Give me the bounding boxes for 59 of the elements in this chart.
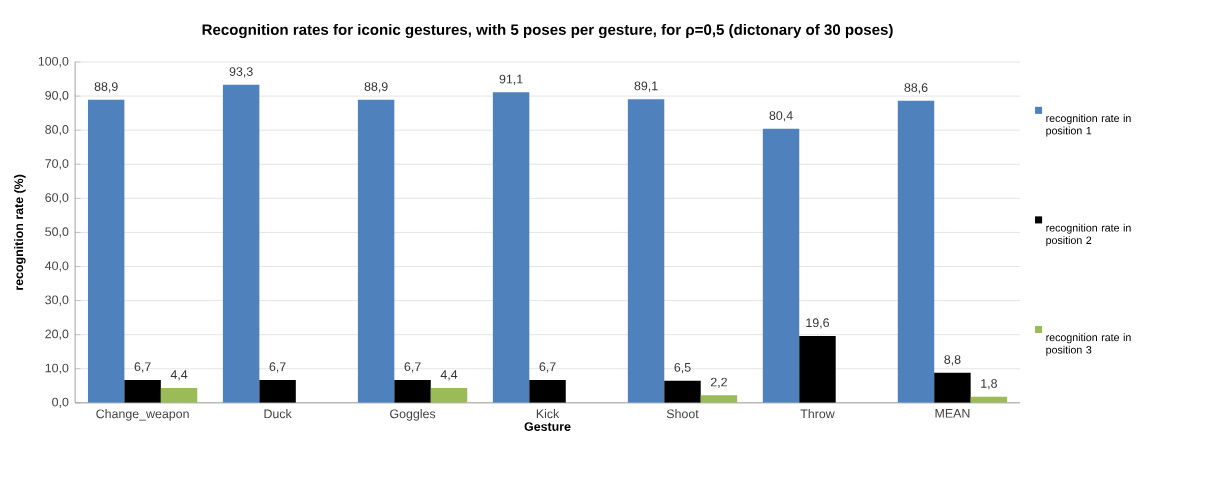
bar	[762, 128, 800, 403]
bar	[492, 92, 530, 403]
data-label: 6,5	[674, 363, 691, 374]
data-label: 6,7	[539, 362, 556, 373]
y-tick-label: 40,0	[45, 261, 69, 272]
bar	[799, 336, 836, 403]
x-tick-label: Shoot	[666, 409, 699, 419]
bar	[934, 372, 971, 403]
data-label: 80,4	[769, 111, 793, 122]
data-label: 93,3	[229, 67, 253, 78]
y-tick-label: 20,0	[45, 329, 69, 340]
data-label: 19,6	[806, 318, 829, 329]
data-label: 4,4	[170, 370, 188, 381]
x-tick-label: Throw	[800, 409, 835, 419]
bar	[87, 99, 125, 403]
legend-label: recognition rate in position 3	[1046, 333, 1131, 356]
y-tick-label: 90,0	[45, 91, 69, 102]
chart-title: Recognition rates for iconic gestures, with 5 poses per gesture, for ρ=0,5 (dictonary of 30 poses)	[202, 23, 893, 39]
y-tick-label: 60,0	[45, 193, 69, 204]
data-label: 6,7	[134, 362, 151, 373]
legend-label: recognition rate in position 1	[1046, 114, 1131, 137]
data-label: 2,2	[710, 377, 727, 388]
x-tick-label: Change_weapon	[96, 409, 189, 421]
data-label: 88,9	[364, 82, 388, 93]
bar	[357, 99, 395, 403]
bar	[394, 380, 431, 403]
y-tick-label: 100,0	[38, 56, 69, 68]
y-tick-label: 30,0	[45, 295, 69, 306]
data-label: 88,9	[94, 82, 118, 93]
y-tick-label: 70,0	[45, 159, 69, 170]
bar	[897, 100, 935, 403]
y-tick-label: 10,0	[45, 363, 69, 374]
data-label: 6,7	[269, 362, 286, 373]
data-label: 88,6	[904, 83, 928, 94]
y-tick-label: 80,0	[45, 125, 69, 136]
bar	[700, 395, 738, 403]
bar	[259, 380, 296, 403]
legend-label: recognition rate in position 2	[1046, 223, 1131, 247]
data-label: 6,7	[404, 362, 421, 373]
data-label: 89,1	[634, 81, 658, 92]
bar	[430, 387, 468, 403]
x-axis-title: Gesture	[524, 422, 571, 431]
data-label: 8,8	[944, 355, 961, 366]
bar	[627, 99, 665, 403]
bar	[529, 380, 566, 403]
data-label: 91,1	[499, 74, 523, 85]
x-tick-label: Duck	[264, 409, 292, 419]
data-label: 4,4	[440, 370, 458, 381]
y-tick-label: 50,0	[45, 227, 69, 238]
bar	[160, 387, 198, 403]
bar	[124, 380, 161, 403]
bar	[222, 84, 260, 403]
data-label: 1,8	[981, 379, 997, 390]
x-tick-label: Kick	[536, 409, 560, 419]
y-tick-label: 0,0	[52, 397, 69, 408]
x-tick-label: MEAN	[935, 409, 970, 418]
bar	[664, 380, 701, 403]
y-axis-title: recognition rate (%)	[14, 174, 26, 290]
x-tick-label: Goggles	[390, 409, 436, 421]
